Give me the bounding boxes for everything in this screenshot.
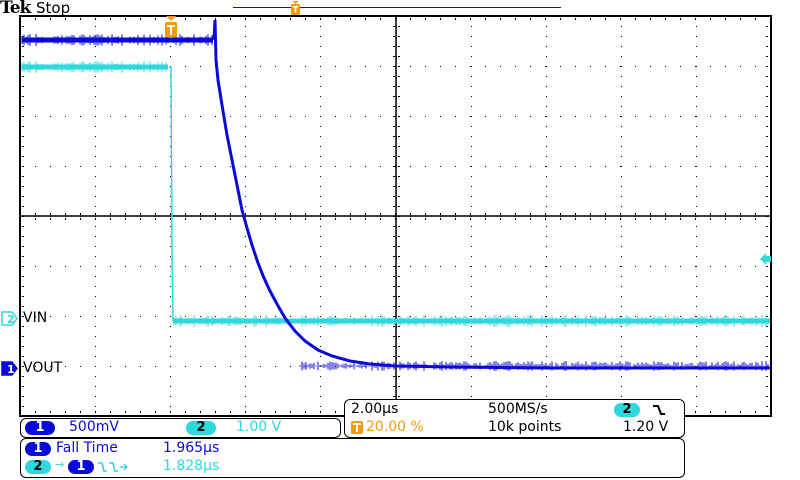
- ch1-label: VOUT: [23, 360, 63, 376]
- svg-text:1: 1: [7, 363, 15, 376]
- acquisition-state: Stop: [36, 0, 71, 17]
- ch1-scale: 500mV: [69, 419, 119, 435]
- measurement-2-value: 1.828µs: [163, 458, 220, 474]
- brand-logo: Tek: [0, 0, 31, 18]
- arrow-icon: →: [55, 458, 65, 471]
- ch1-badge[interactable]: 1: [25, 421, 55, 435]
- record-length: 10k points: [488, 419, 562, 435]
- measurement-1-value: 1.965µs: [163, 440, 220, 456]
- ch2-trace: [21, 61, 770, 327]
- trigger-source-badge[interactable]: 2: [614, 403, 640, 417]
- ch1-marker-icon: 1: [1, 360, 18, 376]
- falling-edge-icon: [653, 405, 665, 415]
- trigger-position-badge-icon: [351, 421, 363, 434]
- ch2-label: VIN: [23, 310, 48, 326]
- time-per-div: 2.00µs: [351, 401, 399, 417]
- timebase-panel[interactable]: 2.00µs 500MS/s 2 20.00 % 10k points 1.20…: [344, 399, 685, 438]
- ch1-trace: [21, 19, 770, 371]
- measurements-panel[interactable]: 1 Fall Time 1.965µs 2 → 1 1.828µs: [20, 438, 685, 478]
- measurement-2-source-badge: 2: [25, 460, 51, 474]
- ch2-scale: 1.00 V: [236, 419, 282, 435]
- trigger-position: 20.00 %: [366, 419, 424, 435]
- vertical-scale-panel[interactable]: 1 500mV 2 1.00 V: [20, 418, 341, 438]
- trigger-position-icon: [165, 16, 177, 37]
- record-length-bar: [233, 7, 561, 8]
- sample-rate: 500MS/s: [488, 401, 548, 417]
- measurement-1-source-badge: 1: [25, 442, 51, 456]
- ch1-ground-marker[interactable]: 1 VOUT: [1, 360, 62, 376]
- falling-falling-delay-icon: [98, 462, 128, 472]
- ch2-marker-icon: 2: [1, 310, 18, 326]
- trigger-level-icon: [760, 253, 771, 265]
- trigger-level: 1.20 V: [623, 419, 669, 435]
- ch2-ground-marker[interactable]: 2 VIN: [1, 310, 47, 326]
- svg-text:2: 2: [7, 313, 15, 326]
- record-trigger-position-icon: [291, 1, 300, 15]
- ch2-badge[interactable]: 2: [186, 421, 216, 435]
- measurement-1-name: Fall Time: [56, 440, 118, 456]
- measurement-2-target-badge: 1: [68, 460, 94, 474]
